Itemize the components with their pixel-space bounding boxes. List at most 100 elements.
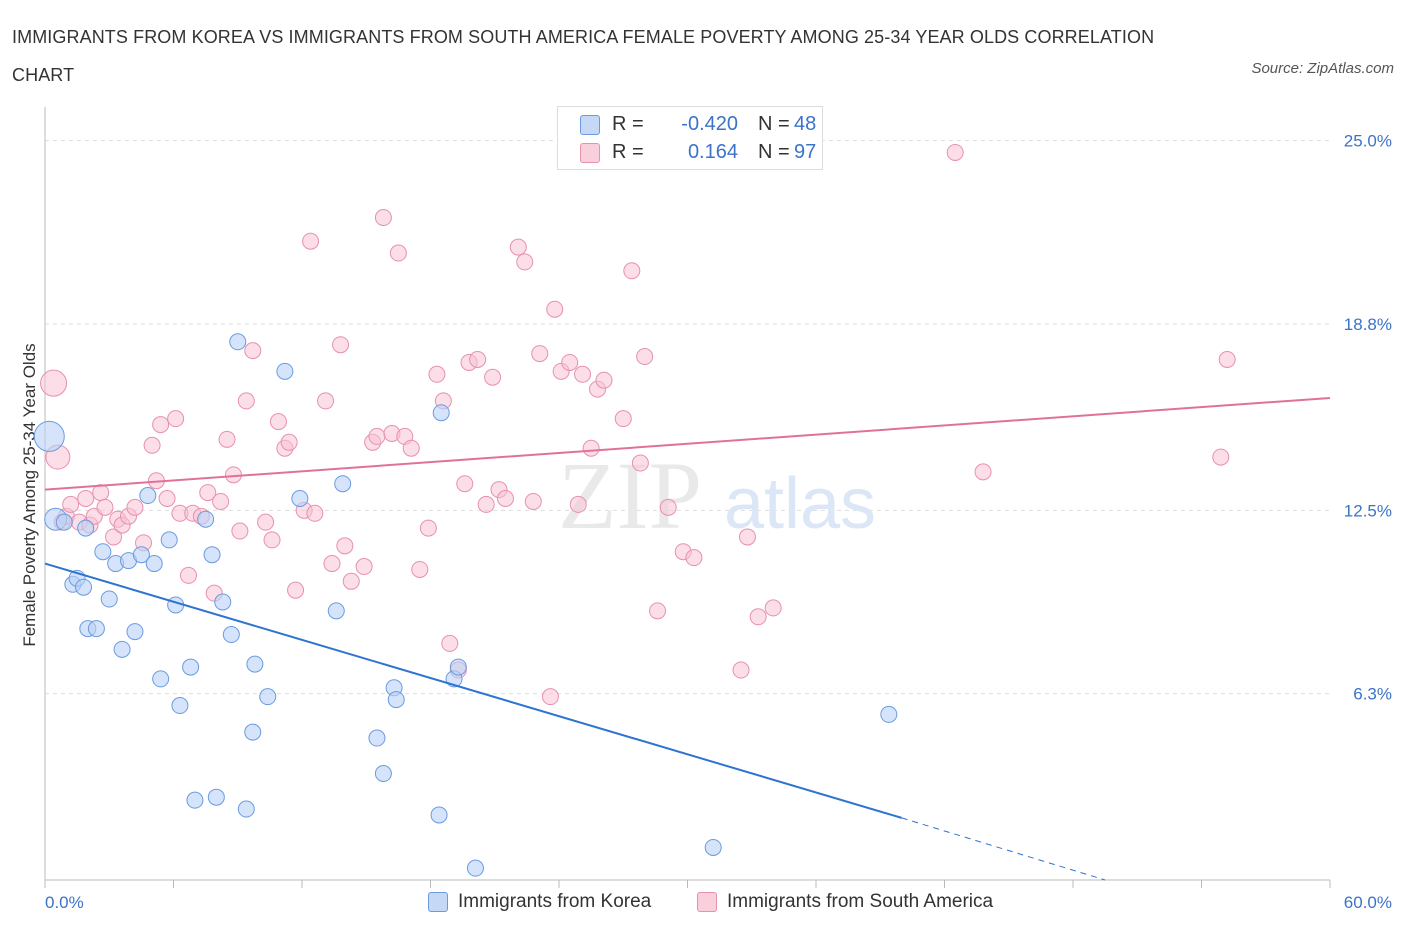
watermark-zip: ZIP bbox=[558, 442, 702, 549]
grid-lines bbox=[45, 140, 1330, 695]
point-korea bbox=[237, 800, 255, 818]
point-south-america bbox=[419, 519, 437, 537]
point-south-america bbox=[582, 439, 600, 457]
point-south-america bbox=[685, 549, 703, 567]
point-korea bbox=[214, 593, 232, 611]
point-south-america bbox=[244, 342, 262, 360]
point-south-america bbox=[402, 439, 420, 457]
bottom-legend-label-korea: Immigrants from Korea bbox=[458, 891, 652, 912]
point-south-america bbox=[569, 495, 587, 513]
point-south-america bbox=[469, 351, 487, 369]
point-south-america bbox=[263, 531, 281, 549]
legend-r-value-korea: -0.420 bbox=[681, 113, 738, 135]
point-south-america bbox=[411, 560, 429, 578]
point-korea bbox=[430, 806, 448, 824]
legend-n-value-korea: 48 bbox=[794, 113, 817, 135]
point-south-america bbox=[62, 495, 80, 513]
point-south-america bbox=[152, 416, 170, 434]
source-label: Source: ZipAtlas.com bbox=[1251, 60, 1394, 77]
point-korea bbox=[704, 838, 722, 856]
y-tick-label: 6.3% bbox=[1353, 685, 1392, 704]
point-korea bbox=[203, 546, 221, 564]
point-korea bbox=[77, 519, 95, 537]
point-korea bbox=[207, 788, 225, 806]
point-korea bbox=[197, 510, 215, 528]
point-south-america bbox=[631, 454, 649, 472]
point-korea bbox=[33, 420, 65, 452]
point-south-america bbox=[368, 427, 386, 445]
point-south-america bbox=[636, 348, 654, 366]
point-south-america bbox=[524, 492, 542, 510]
point-south-america bbox=[441, 634, 459, 652]
point-korea bbox=[432, 404, 450, 422]
point-korea bbox=[466, 859, 484, 877]
point-south-america bbox=[974, 463, 992, 481]
point-korea bbox=[139, 487, 157, 505]
point-south-america bbox=[355, 558, 373, 576]
x-tick-label: 0.0% bbox=[45, 893, 84, 912]
legend-swatch-south-america bbox=[580, 143, 600, 163]
point-south-america bbox=[323, 555, 341, 573]
legend-r-label: R = bbox=[612, 141, 644, 163]
bottom-legend-label-south-america: Immigrants from South America bbox=[727, 891, 994, 912]
y-tick-label: 18.8% bbox=[1344, 315, 1392, 334]
point-south-america bbox=[477, 495, 495, 513]
point-korea bbox=[244, 723, 262, 741]
point-south-america bbox=[280, 433, 298, 451]
point-korea bbox=[113, 640, 131, 658]
point-south-america bbox=[212, 492, 230, 510]
point-korea bbox=[186, 791, 204, 809]
point-korea bbox=[259, 688, 277, 706]
point-korea bbox=[880, 705, 898, 723]
point-south-america bbox=[332, 336, 350, 354]
point-south-america bbox=[342, 572, 360, 590]
legend-box: R = -0.420 N = 48 R = 0.164 N = 97 bbox=[557, 106, 823, 170]
point-south-america bbox=[126, 498, 144, 516]
point-south-america bbox=[546, 300, 564, 318]
x-tick-label: 60.0% bbox=[1344, 893, 1392, 912]
series-south-america-points bbox=[40, 143, 1236, 706]
point-south-america bbox=[531, 345, 549, 363]
point-south-america bbox=[659, 498, 677, 516]
point-korea bbox=[374, 765, 392, 783]
point-korea bbox=[229, 333, 247, 351]
point-korea bbox=[276, 362, 294, 380]
point-south-america bbox=[77, 490, 95, 507]
point-south-america bbox=[516, 253, 534, 271]
point-korea bbox=[55, 513, 73, 531]
point-korea bbox=[75, 578, 93, 596]
chart-title: IMMIGRANTS FROM KOREA VS IMMIGRANTS FROM… bbox=[12, 27, 1155, 85]
trend-lines bbox=[44, 396, 1331, 881]
point-korea bbox=[368, 729, 386, 747]
point-korea bbox=[171, 697, 189, 715]
y-tick-label: 12.5% bbox=[1344, 501, 1392, 520]
point-south-america bbox=[269, 413, 287, 431]
point-south-america bbox=[764, 599, 782, 617]
point-south-america bbox=[237, 392, 255, 410]
point-south-america bbox=[218, 430, 236, 448]
legend-r-label: R = bbox=[612, 113, 644, 135]
point-south-america bbox=[389, 244, 407, 262]
axes bbox=[44, 107, 1331, 888]
point-south-america bbox=[96, 498, 114, 516]
point-korea bbox=[387, 691, 405, 709]
point-south-america bbox=[484, 368, 502, 386]
point-korea bbox=[126, 623, 144, 641]
point-south-america bbox=[40, 369, 68, 397]
point-south-america bbox=[946, 143, 964, 161]
bottom-legend-swatch-south-america bbox=[697, 892, 717, 912]
point-south-america bbox=[732, 661, 750, 679]
point-korea bbox=[160, 531, 178, 549]
bottom-legend-swatch-korea bbox=[428, 892, 448, 912]
point-korea bbox=[334, 475, 352, 493]
point-south-america bbox=[614, 410, 632, 428]
point-korea bbox=[449, 658, 467, 676]
point-korea bbox=[87, 620, 105, 638]
point-south-america bbox=[1218, 351, 1236, 369]
point-south-america bbox=[749, 608, 767, 626]
point-south-america bbox=[428, 365, 446, 383]
point-south-america bbox=[509, 238, 527, 256]
tick-labels: 6.3% 12.5% 18.8% 25.0% 0.0% 60.0% bbox=[45, 132, 1392, 912]
legend-n-label: N = bbox=[758, 141, 790, 163]
